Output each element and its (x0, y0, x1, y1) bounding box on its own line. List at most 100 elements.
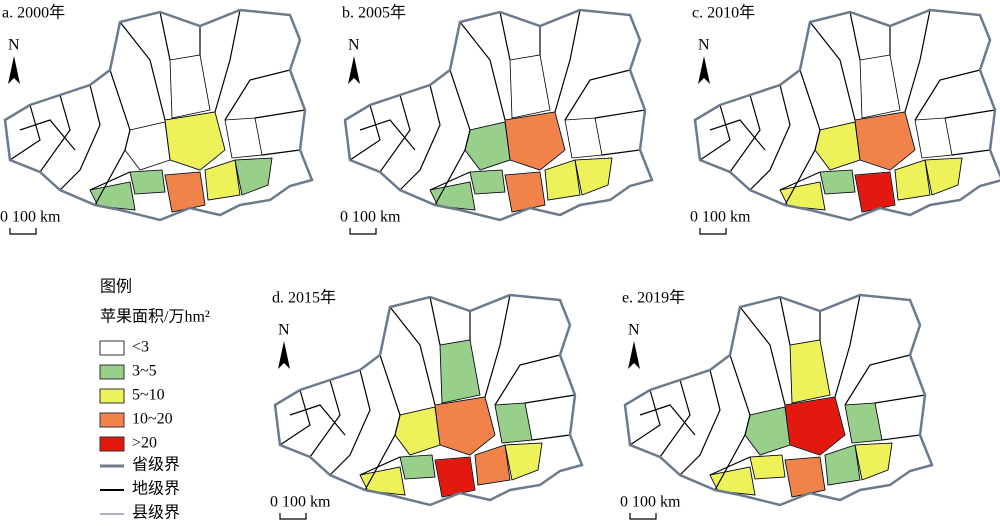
prefecture-boundary (389, 306, 436, 406)
prefecture-boundary (224, 69, 291, 121)
county-boundary (824, 444, 861, 486)
province-boundary (3, 8, 314, 222)
county-boundary (464, 121, 511, 171)
legend-title: 图例 (100, 278, 132, 296)
panel-title: b. 2005年 (342, 4, 406, 22)
prefecture-boundary (429, 296, 441, 346)
county-boundary (819, 169, 856, 195)
prefecture-boundary (679, 369, 721, 476)
north-label: N (8, 37, 20, 54)
county-boundary (914, 117, 953, 159)
county-boundary (784, 456, 826, 498)
scale-label: 0 100 km (0, 209, 61, 226)
prefecture-boundary (844, 354, 911, 406)
county-boundary (434, 456, 476, 498)
county-boundary (394, 406, 441, 456)
prefecture-boundary (429, 171, 471, 191)
county-boundary (504, 442, 543, 481)
legend-label: >20 (132, 435, 157, 452)
prefecture-boundary (59, 84, 101, 191)
county-boundary (439, 339, 481, 404)
county-boundary (854, 442, 893, 481)
north-arrow (628, 341, 640, 369)
county-boundary (574, 157, 613, 196)
county-boundary (854, 171, 896, 213)
county-boundary (509, 54, 551, 119)
prefecture-boundary (699, 104, 731, 161)
county-boundary (359, 466, 406, 496)
province-boundary (693, 8, 1000, 222)
map-panel: a. 2000年 N 0 100 km (0, 4, 314, 235)
legend-label: 地级界 (132, 480, 180, 498)
prefecture-boundary (279, 389, 311, 446)
province-boundary (623, 293, 934, 507)
map-panel: d. 2015年 N 0 100 km (270, 289, 584, 520)
prefecture-boundary (601, 149, 641, 156)
scale-label: 0 100 km (620, 494, 681, 511)
county-boundary (544, 159, 581, 201)
legend-swatch (99, 364, 125, 380)
county-boundary (894, 159, 931, 201)
county-boundary (204, 159, 241, 201)
prefecture-boundary (709, 456, 751, 476)
county-boundary (129, 169, 166, 195)
prefecture-boundary (399, 84, 441, 191)
prefecture-boundary (914, 69, 981, 121)
county-boundary (494, 402, 533, 444)
county-boundary (744, 406, 791, 456)
prefecture-boundary (564, 69, 631, 121)
prefecture-boundary (484, 294, 511, 398)
scale-label: 0 100 km (690, 209, 751, 226)
scale-bar (9, 228, 37, 235)
scale-label: 0 100 km (340, 209, 401, 226)
prefecture-boundary (729, 94, 761, 173)
county-boundary (844, 402, 883, 444)
panel-title: d. 2015年 (272, 289, 336, 307)
county-boundary (564, 117, 603, 159)
county-boundary (924, 157, 963, 196)
county-boundary (474, 444, 511, 486)
region (469, 169, 506, 195)
scale-bar (349, 228, 377, 235)
map-panel: b. 2005年 N 0 100 km (340, 4, 654, 235)
legend-label: 省级界 (132, 456, 180, 474)
legend-subtitle: 苹果面积/万hm² (100, 308, 210, 326)
prefecture-boundary (779, 296, 791, 346)
prefecture-boundary (779, 171, 821, 191)
prefecture-boundary (554, 9, 581, 113)
map-panel: c. 2010年 N 0 100 km (690, 4, 1000, 235)
prefecture-boundary (359, 119, 416, 151)
legend-label: 县级界 (132, 504, 180, 522)
county-boundary (164, 171, 206, 213)
north-arrow (278, 341, 290, 369)
prefecture-boundary (89, 171, 131, 191)
region (129, 169, 166, 195)
panel-title: a. 2000年 (2, 4, 65, 22)
north-label: N (348, 37, 360, 54)
prefecture-boundary (349, 104, 381, 161)
county-boundary (89, 181, 136, 211)
prefecture-boundary (39, 94, 71, 173)
region (399, 454, 436, 480)
prefecture-boundary (379, 94, 411, 173)
scale-bar (629, 513, 657, 520)
north-arrow (348, 56, 360, 84)
prefecture-boundary (499, 11, 511, 61)
prefecture-boundary (849, 11, 861, 61)
prefecture-boundary (659, 379, 691, 458)
prefecture-boundary (159, 11, 171, 61)
prefecture-boundary (739, 306, 786, 406)
north-label: N (278, 322, 290, 339)
prefecture-boundary (359, 456, 401, 476)
legend-swatch (99, 388, 125, 404)
legend-swatch (99, 340, 125, 356)
county-boundary (124, 121, 171, 171)
prefecture-boundary (531, 434, 571, 441)
prefecture-boundary (329, 369, 371, 476)
legend-swatch (99, 436, 125, 452)
province-boundary (343, 8, 654, 222)
prefecture-boundary (874, 394, 926, 404)
prefecture-boundary (119, 21, 166, 121)
